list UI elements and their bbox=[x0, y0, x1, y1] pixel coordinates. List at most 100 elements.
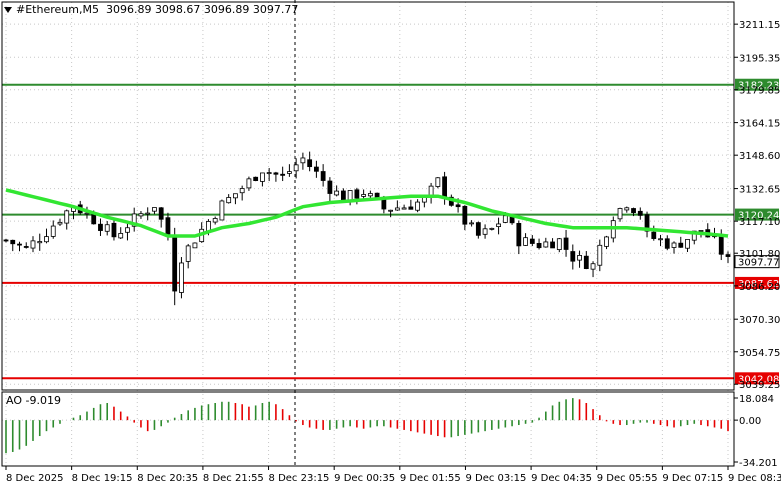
candle-body bbox=[239, 188, 245, 194]
candle-body bbox=[428, 185, 434, 197]
candle-body bbox=[529, 238, 535, 244]
ao-tick-label: 18.084 bbox=[739, 394, 774, 405]
time-tick-label: 9 Dec 00:35 bbox=[334, 473, 395, 484]
candle-body bbox=[563, 237, 569, 250]
candle-body bbox=[361, 194, 367, 197]
ao-histogram bbox=[5, 398, 729, 454]
price-tick-label: 3164.15 bbox=[739, 119, 780, 130]
time-tick-label: 9 Dec 08:35 bbox=[728, 473, 781, 484]
candle-body bbox=[718, 236, 724, 255]
current-price-box bbox=[734, 255, 780, 269]
candle-body bbox=[280, 173, 286, 176]
candle-body bbox=[158, 207, 164, 220]
candle-body bbox=[388, 209, 394, 212]
time-tick-label: 8 Dec 23:15 bbox=[269, 473, 330, 484]
candle-body bbox=[570, 251, 576, 262]
ohlc-values: 3096.89 3098.67 3096.89 3097.77 bbox=[105, 3, 299, 16]
candle-body bbox=[442, 176, 447, 198]
candle-body bbox=[671, 242, 677, 248]
candle-body bbox=[219, 200, 225, 221]
price-tick-label: 3148.60 bbox=[739, 151, 780, 162]
candle-body bbox=[145, 212, 151, 215]
level-price-label: 3120.24 bbox=[738, 211, 779, 222]
time-tick-label: 9 Dec 05:55 bbox=[597, 473, 658, 484]
candle-body bbox=[185, 245, 191, 262]
level-price-box bbox=[735, 78, 779, 91]
candle-body bbox=[104, 224, 110, 232]
candle-body bbox=[516, 223, 522, 247]
candle-body bbox=[550, 241, 555, 249]
candle-body bbox=[543, 241, 549, 248]
price-tick-label: 3211.15 bbox=[739, 20, 780, 31]
candle-body bbox=[658, 238, 663, 241]
candle-body bbox=[307, 159, 313, 168]
time-tick-label: 9 Dec 03:15 bbox=[465, 473, 526, 484]
candle-body bbox=[597, 244, 603, 266]
candle-body bbox=[125, 227, 130, 233]
axis-labels: 3211.15 3195.35 3179.85 3164.15 3148.60 3132.… bbox=[6, 20, 781, 484]
candle-body bbox=[3, 239, 9, 242]
candle-body bbox=[664, 238, 670, 249]
candle-body bbox=[172, 234, 178, 292]
price-tick-label: 3101.80 bbox=[739, 249, 780, 260]
candle-body bbox=[604, 236, 609, 247]
time-tick-label: 8 Dec 19:15 bbox=[72, 473, 133, 484]
level-price-label: 3182.23 bbox=[738, 81, 779, 92]
candle-body bbox=[37, 241, 43, 244]
time-tick-label: 9 Dec 07:15 bbox=[662, 473, 723, 484]
candle-body bbox=[260, 172, 265, 182]
candle-body bbox=[590, 263, 596, 270]
candle-body bbox=[354, 189, 360, 199]
candle-body bbox=[462, 205, 468, 225]
candle-body bbox=[57, 221, 63, 225]
candle-body bbox=[367, 193, 373, 197]
candle-body bbox=[212, 218, 218, 223]
candle-body bbox=[502, 215, 508, 223]
candle-body bbox=[131, 213, 137, 227]
candle-body bbox=[394, 207, 400, 211]
candle-body bbox=[246, 178, 252, 189]
candle-body bbox=[98, 223, 103, 231]
level-price-box bbox=[735, 372, 779, 385]
candle-body bbox=[320, 171, 326, 181]
axes bbox=[1, 1, 738, 470]
price-tick-label: 3132.65 bbox=[739, 185, 780, 196]
candle-body bbox=[266, 172, 272, 174]
current-price-label: 3097.77 bbox=[738, 258, 779, 269]
collapse-triangle-icon[interactable] bbox=[4, 7, 12, 13]
candle-body bbox=[273, 172, 279, 175]
candle-body bbox=[469, 222, 474, 225]
time-tick-label: 8 Dec 20:35 bbox=[137, 473, 198, 484]
candle-body bbox=[583, 255, 589, 270]
candle-body bbox=[617, 208, 623, 220]
candle-body bbox=[698, 230, 704, 232]
candle-body bbox=[435, 177, 441, 187]
price-tick-label: 3039.25 bbox=[739, 380, 780, 391]
ma-line bbox=[5, 188, 729, 238]
level-lines: 3182.23 3120.24 3087.62 3042.08 3097.77 bbox=[2, 78, 780, 385]
main-frame bbox=[1, 1, 735, 391]
candle-body bbox=[138, 213, 144, 217]
candle-body bbox=[401, 207, 407, 210]
candle-body bbox=[475, 222, 481, 236]
candle-body bbox=[179, 262, 184, 293]
candle-body bbox=[725, 254, 731, 257]
candle-body bbox=[482, 228, 488, 235]
ao-tick-label: 0.00 bbox=[739, 416, 761, 427]
candle-body bbox=[23, 246, 29, 248]
moving-average bbox=[5, 188, 729, 238]
time-tick-label: 9 Dec 04:35 bbox=[531, 473, 592, 484]
chart-header: #Ethereum,M5 3096.89 3098.67 3096.89 309… bbox=[4, 3, 298, 16]
candle-body bbox=[421, 197, 427, 203]
candle-body bbox=[118, 233, 124, 239]
candle-body bbox=[300, 157, 306, 164]
candle-body bbox=[624, 207, 630, 211]
ao-tick-label: -34.201 bbox=[739, 458, 778, 469]
level-price-box bbox=[735, 208, 779, 221]
candle-body bbox=[64, 210, 70, 224]
candle-body bbox=[415, 201, 421, 211]
candle-body bbox=[17, 243, 22, 246]
level-price-label: 3087.62 bbox=[738, 279, 779, 290]
